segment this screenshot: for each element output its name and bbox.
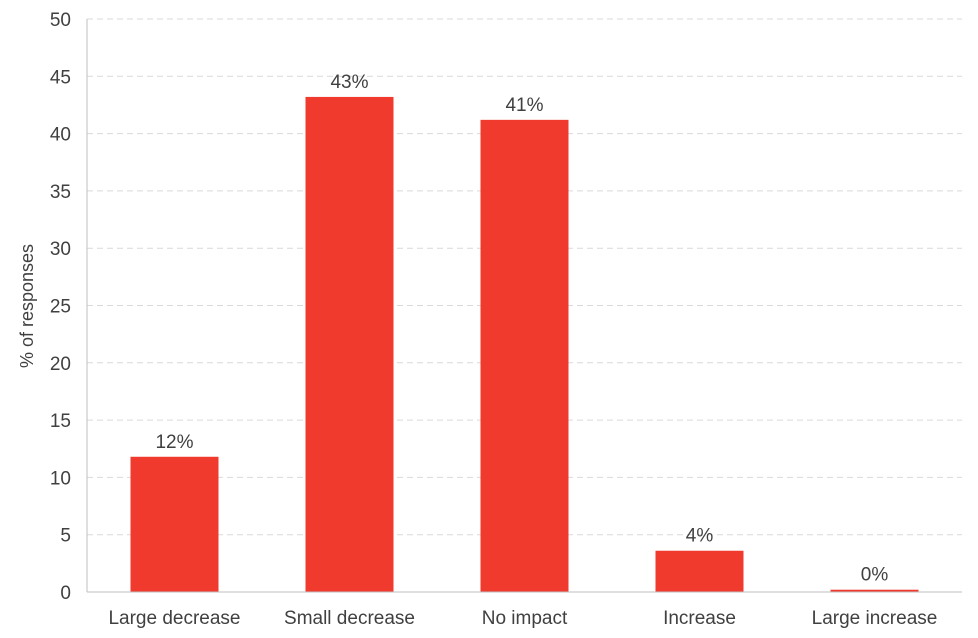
bar [305,96,394,592]
y-tick-label: 35 [50,182,71,203]
gridlines [87,18,962,536]
bar [655,550,744,592]
data-label: 12% [155,432,193,453]
y-tick-label: 5 [60,526,71,547]
y-tick-label: 50 [50,10,71,31]
data-label: 41% [505,95,543,116]
data-label: 43% [330,72,368,93]
bar [480,119,569,593]
y-axis-title: % of responses [17,244,37,368]
y-tick-label: 15 [50,411,71,432]
y-axis-ticks: 0 5 10 15 20 25 30 35 40 45 50 [50,10,71,604]
data-label: 4% [686,526,714,547]
x-tick-label: Small decrease [284,608,415,629]
x-tick-label: Increase [663,608,736,629]
y-tick-label: 40 [50,125,71,146]
y-tick-label: 20 [50,354,71,375]
bar [130,456,219,592]
data-label: 0% [861,565,889,586]
y-tick-label: 30 [50,239,71,260]
bars [130,96,919,593]
y-tick-label: 0 [60,583,71,604]
bar [830,589,919,592]
y-tick-label: 25 [50,297,71,318]
data-labels: 12% 43% 41% 4% 0% [155,72,888,586]
x-axis-ticks: Large decrease Small decrease No impact Inc… [108,608,937,629]
axes [86,19,962,593]
y-tick-label: 10 [50,468,71,489]
y-tick-label: 45 [50,67,71,88]
x-tick-label: No impact [482,608,568,629]
x-tick-label: Large increase [812,608,938,629]
x-tick-label: Large decrease [108,608,240,629]
